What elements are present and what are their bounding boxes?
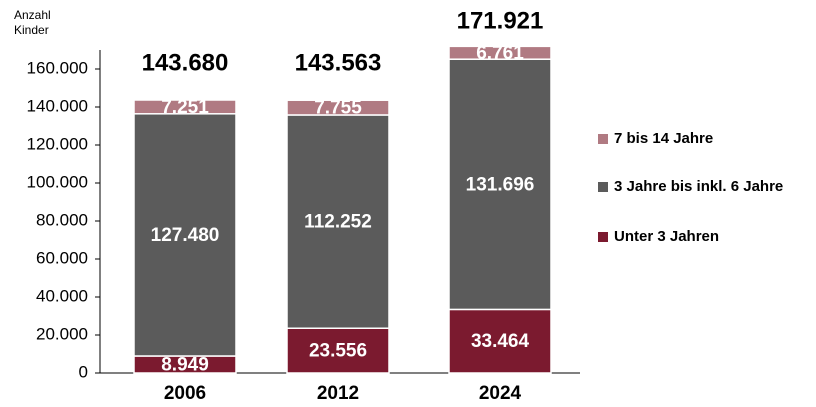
value-label: 33.464 bbox=[471, 331, 530, 352]
x-tick-label: 2006 bbox=[164, 383, 206, 404]
legend-label: Unter 3 Jahren bbox=[614, 228, 719, 245]
total-label: 143.563 bbox=[295, 50, 382, 77]
legend-label: 3 Jahre bis inkl. 6 Jahre bbox=[614, 178, 783, 195]
legend-swatch bbox=[598, 182, 608, 192]
y-tick-label: 60.000 bbox=[36, 248, 88, 267]
bar-segment bbox=[448, 45, 552, 60]
y-tick-label: 160.000 bbox=[27, 58, 88, 77]
value-label: 8.949 bbox=[161, 355, 209, 376]
bar-segment bbox=[448, 308, 552, 374]
value-label: 23.556 bbox=[309, 341, 367, 362]
y-axis-label: Anzahl Kinder bbox=[14, 8, 51, 37]
y-tick-label: 100.000 bbox=[27, 172, 88, 191]
bar-segment bbox=[286, 99, 390, 116]
y-tick-label: 80.000 bbox=[36, 210, 88, 229]
value-label: 112.252 bbox=[304, 212, 372, 233]
bar-segment bbox=[133, 99, 237, 115]
value-label: 6.761 bbox=[476, 43, 524, 64]
legend-swatch bbox=[598, 134, 608, 144]
legend-swatch bbox=[598, 232, 608, 242]
bar-segment bbox=[448, 58, 552, 311]
total-label: 171.921 bbox=[457, 7, 544, 34]
value-label: 7.251 bbox=[161, 97, 209, 118]
bar-segment bbox=[286, 114, 390, 329]
y-tick-label: 0 bbox=[79, 362, 88, 381]
y-tick-label: 40.000 bbox=[36, 286, 88, 305]
value-label: 127.480 bbox=[151, 225, 220, 246]
value-label: 7.755 bbox=[314, 98, 362, 119]
bar-segment bbox=[133, 113, 237, 357]
y-tick-label: 120.000 bbox=[27, 134, 88, 153]
y-tick-label: 20.000 bbox=[36, 324, 88, 343]
value-label: 131.696 bbox=[466, 174, 535, 195]
y-tick-label: 140.000 bbox=[27, 96, 88, 115]
legend-label: 7 bis 14 Jahre bbox=[614, 130, 713, 147]
total-label: 143.680 bbox=[142, 49, 229, 76]
x-tick-label: 2024 bbox=[479, 383, 522, 404]
x-tick-label: 2012 bbox=[317, 383, 359, 404]
bar-segment bbox=[286, 327, 390, 374]
